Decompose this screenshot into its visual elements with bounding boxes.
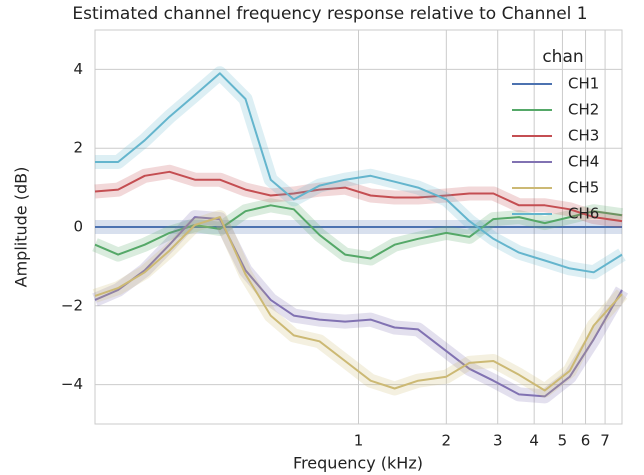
legend-label: CH2 [568,101,599,119]
x-tick-label: 3 [493,432,503,450]
y-tick-label: 0 [73,218,83,236]
legend-label: CH6 [568,205,599,223]
y-axis-label: Amplitude (dB) [12,167,31,288]
series-line [94,216,623,398]
legend-label: CH4 [568,153,599,171]
y-tick-label: 2 [73,139,83,157]
series-line [94,204,623,260]
series-line [95,72,623,274]
chart-title: Estimated channel frequency response rel… [72,4,587,24]
legend-label: CH5 [568,179,599,197]
x-tick-label: 7 [600,432,610,450]
x-axis-label: Frequency (kHz) [293,454,423,473]
y-tick-label: −4 [61,375,83,393]
legend-label: CH1 [568,75,599,93]
series-line [94,170,623,223]
series-line [94,216,623,392]
x-tick-label: 5 [558,432,568,450]
x-tick-label: 2 [442,432,452,450]
legend-title: chan [542,47,583,67]
x-tick-label: 6 [581,432,591,450]
x-tick-label: 4 [529,432,539,450]
y-tick-label: −2 [61,296,83,314]
x-tick-label: 1 [354,432,364,450]
legend-label: CH3 [568,127,599,145]
y-tick-label: 4 [73,60,83,78]
